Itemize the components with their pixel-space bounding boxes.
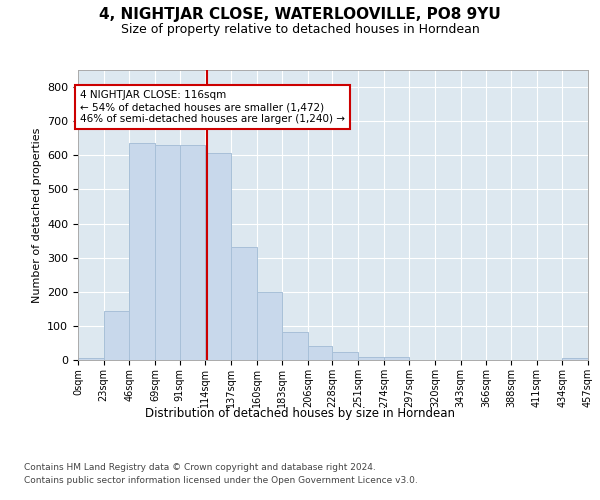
Bar [308,346,332,360]
Text: 4 NIGHTJAR CLOSE: 116sqm
← 54% of detached houses are smaller (1,472)
46% of sem: 4 NIGHTJAR CLOSE: 116sqm ← 54% of detach… [80,90,345,124]
Bar [78,358,104,360]
Bar [104,310,130,360]
Bar [332,352,358,360]
Text: Distribution of detached houses by size in Horndean: Distribution of detached houses by size … [145,408,455,420]
Bar [282,332,308,360]
Text: Contains public sector information licensed under the Open Government Licence v3: Contains public sector information licen… [24,476,418,485]
Bar [562,358,588,360]
Bar [231,248,257,360]
Bar [257,292,282,360]
Y-axis label: Number of detached properties: Number of detached properties [32,128,41,302]
Bar [205,152,231,360]
Text: Size of property relative to detached houses in Horndean: Size of property relative to detached ho… [121,22,479,36]
Bar [130,144,155,360]
Bar [358,356,384,360]
Bar [384,356,409,360]
Bar [155,145,179,360]
Text: Contains HM Land Registry data © Crown copyright and database right 2024.: Contains HM Land Registry data © Crown c… [24,462,376,471]
Bar [179,145,205,360]
Text: 4, NIGHTJAR CLOSE, WATERLOOVILLE, PO8 9YU: 4, NIGHTJAR CLOSE, WATERLOOVILLE, PO8 9Y… [99,8,501,22]
